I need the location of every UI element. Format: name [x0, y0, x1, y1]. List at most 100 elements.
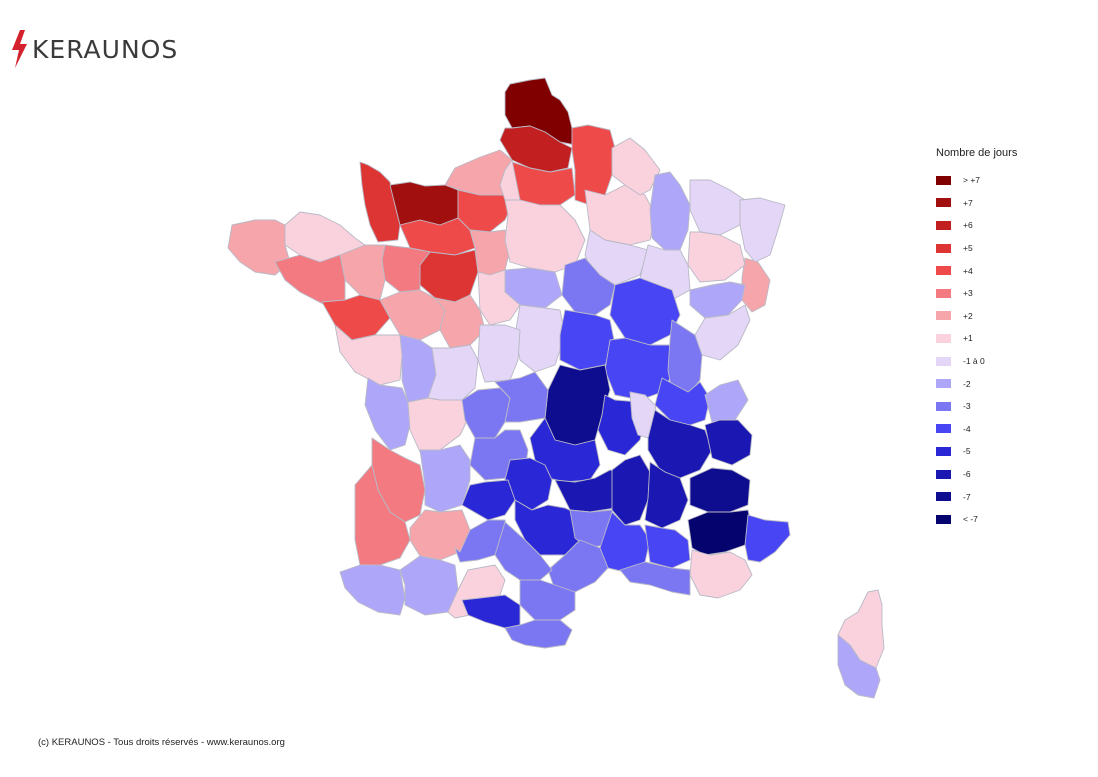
legend-item: < -7: [936, 508, 1017, 531]
legend-item: +5: [936, 237, 1017, 260]
department-ain: [654, 377, 711, 426]
legend-item: > +7: [936, 169, 1017, 192]
legend-swatch: [936, 446, 951, 456]
legend-swatch: [936, 220, 951, 230]
legend-label: -7: [963, 491, 971, 502]
department-alpes-de-haute-provence: [687, 509, 753, 556]
department-haute-vienne: [461, 387, 511, 439]
legend-label: +6: [963, 220, 973, 231]
department-charente-maritime: [364, 377, 411, 451]
department-ile-de-france: [504, 199, 586, 273]
department-aude: [519, 579, 576, 621]
legend-label: -6: [963, 469, 971, 480]
legend: Nombre de jours > +7 +7 +6 +5 +4 +3 +2 +1 -1 à 0…: [936, 147, 1017, 531]
department-oise: [499, 159, 521, 201]
legend-swatch: [936, 288, 951, 298]
legend-swatch: [936, 469, 951, 479]
department-vosges: [687, 231, 746, 283]
department-pyrenees-orientales: [504, 619, 573, 649]
department-calvados: [389, 181, 459, 226]
department-ardeche: [611, 454, 651, 526]
legend-item: -6: [936, 463, 1017, 486]
legend-label: -5: [963, 446, 971, 457]
department-vienne: [427, 344, 479, 401]
department-moselle: [689, 179, 746, 236]
legend-item: -4: [936, 418, 1017, 441]
department-ille-et-vilaine: [339, 244, 386, 301]
legend-label: +7: [963, 197, 973, 208]
department-cher: [514, 304, 566, 373]
legend-swatch: [936, 424, 951, 434]
legend-swatch: [936, 333, 951, 343]
legend-item: -1 à 0: [936, 350, 1017, 373]
department-herault: [547, 539, 609, 593]
legend-swatch: [936, 175, 951, 185]
legend-label: +5: [963, 243, 973, 254]
department-indre-et-loire: [434, 294, 486, 349]
department-var: [689, 549, 753, 599]
legend-swatch: [936, 198, 951, 208]
legend-swatch: [936, 243, 951, 253]
legend-item: +6: [936, 214, 1017, 237]
department-charente: [407, 397, 471, 453]
logo-text: KERAUNOS: [32, 34, 179, 64]
department-morbihan: [274, 254, 346, 306]
department-lot: [461, 479, 516, 521]
department-bas-rhin: [739, 197, 786, 263]
legend-label: +2: [963, 310, 973, 321]
lightning-bolt-icon: [12, 30, 27, 68]
legend-label: -4: [963, 423, 971, 434]
legend-item: +4: [936, 259, 1017, 282]
department-hautes-alpes: [689, 467, 751, 513]
legend-label: +3: [963, 288, 973, 299]
department-indre: [477, 324, 521, 383]
department-loire-atlantique: [321, 294, 391, 341]
legend-swatch: [936, 492, 951, 502]
department-manche: [359, 161, 401, 243]
legend-label: -2: [963, 378, 971, 389]
legend-label: +1: [963, 333, 973, 344]
department-gers: [399, 555, 459, 616]
department-savoie: [704, 419, 753, 466]
department-vendee: [334, 324, 403, 386]
department-dordogne: [419, 444, 471, 513]
logo: KERAUNOS: [10, 30, 178, 68]
legend-swatch: [936, 311, 951, 321]
department-pyrenees-atlantiques: [339, 564, 406, 616]
department-drome: [644, 461, 689, 529]
department-pas-de-calais: [499, 125, 573, 173]
legend-item: -7: [936, 485, 1017, 508]
legend-label: < -7: [963, 514, 978, 525]
legend-swatch: [936, 514, 951, 524]
department-yonne: [561, 257, 616, 316]
legend-title: Nombre de jours: [936, 147, 1018, 159]
legend-swatch: [936, 266, 951, 276]
department-cotes-d-armor: [284, 211, 366, 263]
department-vaucluse: [644, 524, 691, 569]
legend-swatch: [936, 379, 951, 389]
legend-item: -2: [936, 372, 1017, 395]
department-haute-saone: [689, 281, 746, 319]
department-haute-garonne: [447, 564, 506, 619]
legend-item: +3: [936, 282, 1017, 305]
legend-label: +4: [963, 265, 973, 276]
legend-item: +7: [936, 192, 1017, 215]
legend-item: -3: [936, 395, 1017, 418]
department-corse-du-sud: [837, 634, 881, 699]
legend-item: +2: [936, 305, 1017, 328]
department-haut-rhin: [741, 257, 771, 313]
department-ardennes: [611, 137, 661, 196]
department-meuse: [649, 171, 691, 251]
department-ariege: [461, 594, 521, 629]
department-bouches-du-rhone: [619, 561, 691, 596]
legend-item: -5: [936, 440, 1017, 463]
department-haute-savoie: [704, 379, 749, 423]
legend-swatch: [936, 401, 951, 411]
department-alpes-maritimes: [744, 514, 791, 563]
department-cote-d-or: [609, 277, 681, 346]
legend-item: +1: [936, 327, 1017, 350]
legend-label: > +7: [963, 175, 981, 186]
legend-swatch: [936, 356, 951, 366]
legend-label: -3: [963, 401, 971, 412]
